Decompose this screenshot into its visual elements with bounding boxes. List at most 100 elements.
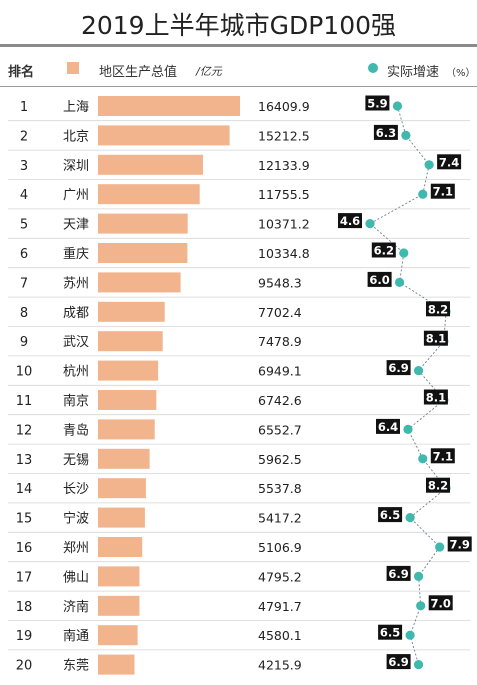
growth-value-label: 6.3 — [376, 126, 396, 140]
growth-value-label: 8.2 — [428, 479, 448, 493]
growth-value-label: 6.5 — [380, 508, 400, 522]
gdp-value-label: 4580.1 — [258, 628, 302, 643]
growth-value-label: 6.2 — [374, 244, 394, 258]
rank-label: 8 — [20, 306, 28, 321]
gdp-value-label: 10371.2 — [258, 217, 310, 232]
city-label: 成都 — [63, 306, 89, 321]
growth-value-label: 7.0 — [431, 596, 451, 610]
rank-label: 14 — [16, 482, 33, 497]
city-label: 深圳 — [63, 159, 89, 174]
gdp-bar — [98, 125, 230, 146]
rank-label: 16 — [16, 541, 33, 556]
growth-value-label: 6.4 — [378, 420, 398, 434]
growth-value-label: 7.9 — [450, 538, 470, 552]
growth-label-box — [430, 183, 455, 199]
growth-label-box — [386, 360, 411, 376]
growth-label-box — [376, 418, 400, 434]
gdp-value-label: 10334.8 — [258, 246, 310, 261]
gdp-value-label: 7478.9 — [258, 334, 302, 349]
gdp-bar — [98, 184, 200, 205]
growth-legend-unit: （%） — [446, 68, 476, 79]
city-label: 上海 — [63, 100, 89, 115]
gdp-bar — [98, 566, 140, 587]
growth-dot — [392, 101, 403, 111]
growth-dot — [418, 189, 428, 199]
growth-value-label: 7.1 — [433, 449, 453, 463]
city-label: 天津 — [63, 218, 89, 233]
gdp-value-label: 6552.7 — [258, 422, 302, 437]
gdp-value-label: 6949.1 — [258, 364, 302, 379]
growth-label-box — [378, 624, 403, 640]
growth-value-label: 6.9 — [388, 361, 408, 375]
header-divider — [0, 86, 477, 87]
growth-value-label: 6.0 — [369, 273, 389, 287]
rank-label: 3 — [20, 159, 28, 174]
rank-label: 11 — [16, 394, 33, 409]
gdp-value-label: 12133.9 — [258, 158, 310, 173]
growth-dot — [413, 660, 424, 670]
rank-label: 18 — [16, 600, 33, 615]
rank-label: 9 — [20, 335, 28, 350]
gdp-bar — [98, 625, 138, 646]
city-label: 杭州 — [63, 365, 89, 380]
growth-dot — [413, 571, 424, 582]
gdp-value-label: 4795.2 — [258, 569, 302, 584]
gdp-bar — [98, 507, 145, 528]
growth-label-box — [338, 213, 362, 229]
city-label: 重庆 — [63, 246, 89, 262]
gdp-value-label: 15212.5 — [258, 128, 310, 143]
growth-label-box — [426, 477, 450, 493]
growth-dot — [416, 601, 426, 611]
gdp-bar — [98, 595, 140, 616]
gdp-bar — [98, 654, 135, 675]
rank-label: 5 — [20, 218, 28, 233]
city-label: 北京 — [63, 129, 89, 144]
growth-series-line — [369, 105, 447, 665]
rank-label: 2 — [20, 129, 28, 144]
gdp-bar — [98, 419, 155, 440]
growth-value-label: 4.6 — [340, 214, 360, 228]
growth-dot — [413, 366, 424, 376]
gdp-value-label: 5962.5 — [258, 452, 302, 467]
city-label: 长沙 — [63, 482, 89, 497]
city-label: 佛山 — [63, 570, 89, 585]
rank-label: 13 — [16, 453, 33, 468]
rank-label: 10 — [16, 365, 33, 380]
rank-label: 7 — [20, 276, 28, 291]
city-label: 南通 — [63, 628, 89, 644]
rank-label: 20 — [16, 659, 33, 674]
gdp-bar — [98, 96, 240, 116]
growth-dot — [403, 424, 413, 434]
gdp-bar — [98, 154, 203, 175]
gdp-bar — [98, 478, 146, 499]
growth-value-label: 7.1 — [433, 185, 453, 199]
growth-legend-dot — [368, 63, 378, 73]
rank-label: 1 — [20, 100, 28, 115]
growth-value-label: 5.9 — [367, 97, 387, 111]
growth-legend-label: 实际增速 — [387, 65, 440, 80]
gdp-value-label: 5417.2 — [258, 511, 302, 526]
gdp-legend-unit: /亿元 — [196, 65, 222, 78]
growth-label-box — [367, 271, 392, 287]
growth-label-box — [386, 565, 411, 581]
gdp-bar — [98, 301, 165, 322]
gdp-value-label: 11755.5 — [258, 187, 310, 202]
city-label: 苏州 — [63, 275, 89, 291]
gdp-value-label: 4791.7 — [258, 599, 302, 614]
growth-label-box — [428, 595, 453, 611]
rank-column-header: 排名 — [8, 65, 35, 80]
growth-dot — [435, 542, 445, 552]
growth-dot — [424, 160, 434, 170]
gdp-bar — [98, 390, 157, 410]
growth-value-label: 6.5 — [380, 626, 400, 640]
rank-label: 19 — [16, 629, 33, 644]
growth-dot — [365, 219, 375, 229]
growth-value-label: 6.9 — [388, 655, 408, 669]
gdp-legend-label: 地区生产总值 — [99, 65, 178, 80]
growth-value-label: 8.1 — [426, 391, 446, 405]
growth-value-label: 8.1 — [426, 332, 446, 346]
gdp-bar — [98, 272, 181, 293]
city-label: 武汉 — [63, 335, 89, 350]
city-label: 南京 — [63, 393, 89, 409]
